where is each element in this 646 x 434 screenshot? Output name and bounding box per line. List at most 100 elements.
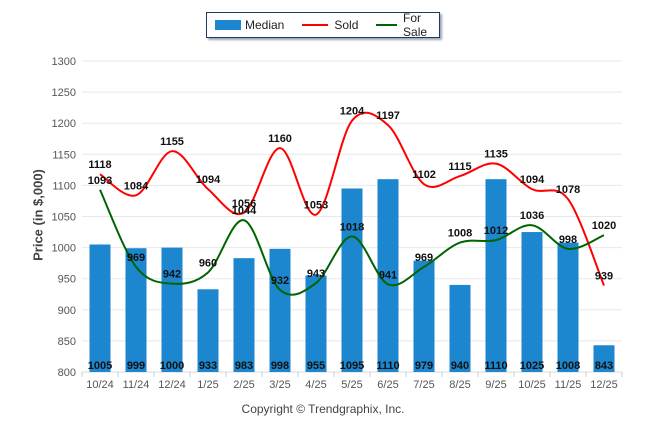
- y-tick-label: 1000: [52, 243, 76, 255]
- sold-data-label: 1115: [448, 161, 471, 173]
- x-tick-label: 4/25: [305, 379, 326, 391]
- legend-item-for-sale[interactable]: For Sale: [376, 11, 439, 39]
- y-tick-label: 1200: [52, 118, 76, 130]
- median-bar: [341, 188, 363, 372]
- sold-data-label: 1204: [340, 106, 365, 118]
- data-labels: 1005 999 1000 933 983 998 955 1095 1110 979 940 111…: [88, 106, 616, 372]
- sold-data-label: 1135: [484, 149, 508, 161]
- y-tick-label: 1300: [52, 56, 76, 68]
- legend-swatch-median: [215, 20, 241, 30]
- median-bar: [521, 232, 543, 372]
- y-tick-label: 1050: [52, 212, 76, 224]
- median-data-label: 1095: [340, 360, 364, 372]
- x-tick-label: 2/25: [233, 379, 254, 391]
- y-tick-label: 850: [58, 336, 76, 348]
- median-bar: [485, 179, 507, 372]
- sold-line: [99, 111, 605, 286]
- legend-swatch-sold: [302, 24, 329, 26]
- median-data-label: 1005: [88, 360, 112, 372]
- y-tick-label: 800: [58, 367, 76, 379]
- for-sale-data-label: 1008: [448, 228, 472, 240]
- median-bar: [449, 284, 471, 372]
- x-tick-label: 10/24: [86, 379, 114, 391]
- y-tick-label: 1250: [52, 87, 76, 99]
- median-data-label: 1025: [520, 360, 544, 372]
- y-tick-label: 950: [58, 274, 76, 286]
- for-sale-data-label: 941: [379, 269, 397, 281]
- median-data-label: 998: [271, 360, 289, 372]
- y-tick-label: 900: [58, 305, 76, 317]
- for-sale-data-label: 1020: [592, 220, 616, 232]
- legend-item-sold[interactable]: Sold: [302, 18, 358, 32]
- y-tick-label: 1150: [52, 149, 76, 161]
- median-bar: [125, 248, 147, 372]
- median-bar: [593, 345, 615, 372]
- x-tick-label: 8/25: [449, 379, 470, 391]
- x-tick-label: 3/25: [269, 379, 290, 391]
- y-tick-label: 1100: [52, 180, 76, 192]
- for-sale-data-label: 942: [163, 269, 181, 281]
- median-data-label: 1110: [376, 360, 399, 372]
- y-axis-ticks: 800 850 900 950 1000 1050 1100 1150 1200 1250 1300: [52, 56, 76, 379]
- x-tick-label: 5/25: [341, 379, 362, 391]
- median-data-label: 933: [199, 360, 217, 372]
- median-bar: [269, 248, 291, 372]
- median-bar: [197, 289, 219, 372]
- x-tick-label: 6/25: [377, 379, 398, 391]
- median-data-label: 999: [127, 360, 145, 372]
- sold-data-label: 1053: [304, 200, 328, 212]
- sold-data-label: 1084: [124, 180, 149, 192]
- sold-data-label: 1102: [412, 169, 436, 181]
- sold-data-label: 1056: [232, 198, 256, 210]
- median-bar: [557, 242, 579, 372]
- line-series: [99, 111, 605, 296]
- x-tick-label: 10/25: [518, 379, 546, 391]
- sold-data-label: 1078: [556, 184, 580, 196]
- legend-label-sold: Sold: [334, 18, 359, 32]
- median-data-label: 1110: [484, 360, 507, 372]
- median-bar: [377, 179, 399, 372]
- x-tick-label: 12/25: [590, 379, 618, 391]
- x-tick-label: 9/25: [485, 379, 506, 391]
- x-tick-label: 11/25: [555, 379, 582, 391]
- sold-data-label: 1155: [160, 136, 184, 148]
- for-sale-line: [99, 189, 605, 296]
- copyright-footer: Copyright © Trendgraphix, Inc.: [241, 402, 405, 416]
- legend: Median Sold For Sale: [206, 11, 440, 39]
- median-data-label: 940: [451, 360, 469, 372]
- median-data-label: 843: [595, 360, 613, 372]
- median-bar: [161, 247, 183, 372]
- sold-data-label: 1094: [196, 174, 221, 186]
- median-data-label: 955: [307, 360, 325, 372]
- x-tick-label: 11/24: [123, 379, 150, 391]
- for-sale-data-label: 1012: [484, 225, 508, 237]
- for-sale-data-label: 969: [415, 252, 433, 264]
- sold-data-label: 1094: [520, 174, 545, 186]
- sold-data-label: 1118: [88, 159, 111, 171]
- for-sale-data-label: 1093: [88, 175, 112, 187]
- median-data-label: 1008: [556, 360, 580, 372]
- x-tick-label: 7/25: [413, 379, 434, 391]
- sold-data-label: 1197: [376, 110, 400, 122]
- for-sale-data-label: 960: [199, 257, 217, 269]
- x-axis: 10/24 11/24 12/24 1/25 2/25 3/25 4/25 5/25 6/25 7…: [81, 372, 623, 391]
- for-sale-data-label: 943: [307, 268, 325, 280]
- for-sale-data-label: 1018: [340, 221, 364, 233]
- for-sale-data-label: 969: [127, 252, 145, 264]
- legend-item-median[interactable]: Median: [215, 18, 284, 32]
- sold-data-label: 939: [595, 271, 613, 283]
- median-data-label: 1000: [160, 360, 184, 372]
- x-tick-label: 1/25: [197, 379, 218, 391]
- median-bar: [413, 260, 435, 372]
- for-sale-data-label: 1036: [520, 210, 544, 222]
- median-bar: [305, 275, 327, 372]
- median-bars: [89, 179, 615, 372]
- median-bar: [89, 244, 111, 372]
- legend-label-for-sale: For Sale: [403, 11, 428, 39]
- legend-label-median: Median: [245, 18, 285, 32]
- for-sale-data-label: 932: [271, 275, 289, 287]
- for-sale-data-label: 998: [559, 234, 577, 246]
- y-axis-label: Price (in $,000): [30, 169, 46, 261]
- median-data-label: 979: [415, 360, 433, 372]
